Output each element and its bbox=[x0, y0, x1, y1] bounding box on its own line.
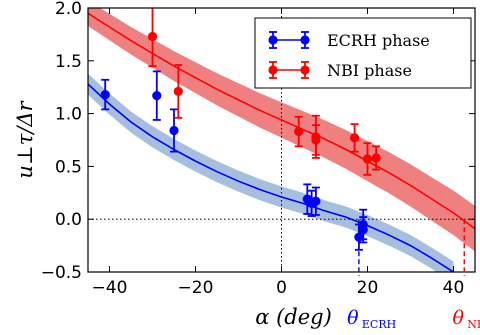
crossing-subscript-0: ECRH bbox=[362, 318, 396, 331]
data-point bbox=[311, 186, 321, 216]
marker bbox=[362, 154, 373, 164]
legend-box bbox=[254, 17, 472, 89]
data-point bbox=[169, 108, 179, 153]
marker bbox=[311, 196, 321, 206]
x-tick-label: 20 bbox=[357, 278, 379, 298]
data-point bbox=[173, 64, 183, 119]
data-point bbox=[294, 115, 304, 148]
crossing-label-0: θ bbox=[347, 307, 359, 329]
data-point bbox=[152, 70, 162, 121]
marker bbox=[152, 91, 162, 101]
x-tick-label: −20 bbox=[178, 278, 214, 298]
band-1 bbox=[88, 8, 475, 252]
x-tick-label: −40 bbox=[92, 278, 128, 298]
marker bbox=[311, 135, 321, 145]
data-point bbox=[147, 8, 158, 67]
crossing-subscript-1: NBI bbox=[467, 318, 480, 331]
marker bbox=[169, 125, 179, 136]
legend-label: ECRH phase bbox=[327, 31, 430, 50]
y-tick-label: 0.5 bbox=[55, 157, 82, 177]
x-tick-label: 40 bbox=[443, 278, 465, 298]
data-point bbox=[371, 145, 381, 171]
legend: ECRH phase NBI phase bbox=[254, 17, 472, 89]
marker bbox=[350, 133, 360, 143]
marker bbox=[100, 89, 110, 100]
data-point bbox=[358, 216, 368, 244]
y-tick-label: −0.5 bbox=[41, 263, 82, 283]
marker bbox=[294, 126, 304, 137]
fit-curve-0 bbox=[88, 83, 454, 272]
crossing-markers: θECRHθNBI bbox=[347, 219, 480, 331]
legend-label: NBI phase bbox=[327, 61, 412, 80]
data-point bbox=[350, 123, 360, 153]
data-points bbox=[100, 8, 381, 251]
y-tick-label: 1.5 bbox=[55, 52, 82, 72]
data-point bbox=[362, 142, 373, 176]
crossing-label-1: θ bbox=[453, 307, 465, 329]
marker bbox=[147, 31, 158, 42]
x-axis-label: α (deg) bbox=[255, 305, 332, 329]
axis-ticks: −40 −20 0 20 40 −0.5 0.0 0.5 1.0 1.5 2.0 bbox=[41, 0, 475, 298]
y-axis-label: u⊥τ/Δr bbox=[13, 99, 37, 178]
y-tick-label: 0.0 bbox=[55, 210, 82, 230]
marker bbox=[358, 225, 368, 235]
data-point bbox=[311, 124, 321, 156]
y-tick-label: 1.0 bbox=[55, 105, 82, 125]
marker bbox=[173, 86, 183, 97]
marker bbox=[371, 153, 381, 163]
y-tick-label: 2.0 bbox=[55, 0, 82, 19]
data-point bbox=[100, 78, 110, 111]
x-tick-label: 0 bbox=[276, 278, 287, 298]
